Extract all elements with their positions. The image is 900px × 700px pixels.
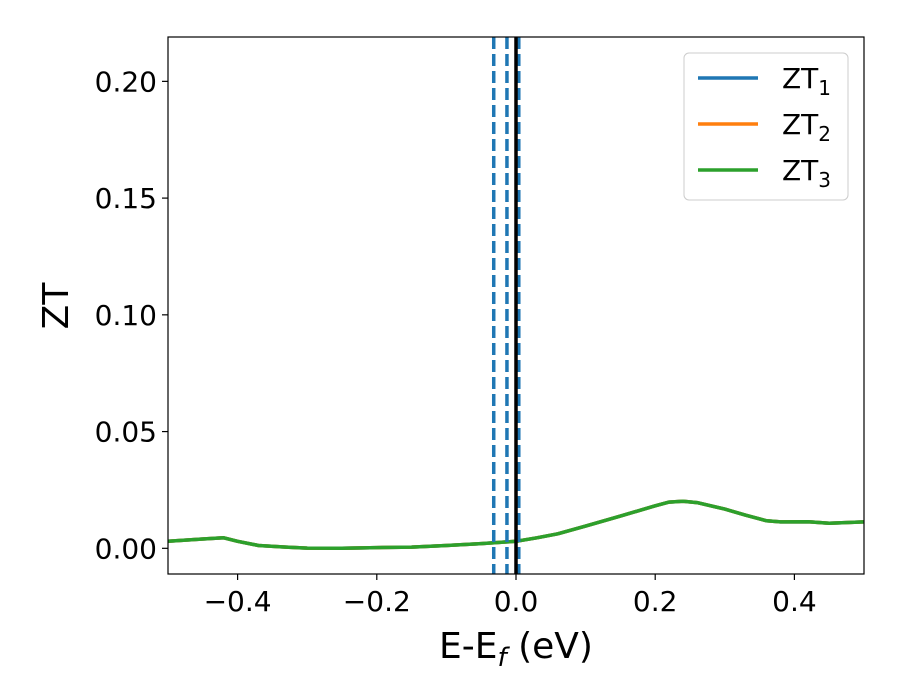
plot-area bbox=[168, 37, 864, 574]
series-line-3 bbox=[168, 499, 864, 551]
x-tick-label: 0.4 bbox=[772, 585, 817, 618]
y-axis: 0.00 0.05 0.10 0.15 0.20 bbox=[95, 65, 168, 565]
x-tick-label: −0.2 bbox=[343, 585, 411, 618]
legend-label-2: ZT2 bbox=[782, 108, 831, 146]
legend-label-1: ZT1 bbox=[782, 62, 831, 100]
x-tick-label: −0.4 bbox=[204, 585, 272, 618]
y-tick-label: 0.10 bbox=[95, 299, 157, 332]
legend-label-3: ZT3 bbox=[782, 154, 831, 192]
x-axis: −0.4 −0.2 0.0 0.2 0.4 bbox=[204, 574, 817, 618]
x-axis-label: E-Ef (eV) bbox=[439, 626, 593, 673]
x-axis-label-unit: (eV) bbox=[507, 626, 593, 667]
y-tick-label: 0.20 bbox=[95, 65, 157, 98]
y-tick-label: 0.05 bbox=[95, 416, 157, 449]
legend-box bbox=[683, 52, 849, 201]
y-tick-label: 0.15 bbox=[95, 182, 157, 215]
legend: ZT1 ZT2 ZT3 bbox=[683, 52, 849, 201]
x-tick-label: 0.0 bbox=[494, 585, 539, 618]
x-tick-label: 0.2 bbox=[633, 585, 678, 618]
y-axis-label: ZT bbox=[36, 282, 77, 330]
y-tick-label: 0.00 bbox=[95, 532, 157, 565]
